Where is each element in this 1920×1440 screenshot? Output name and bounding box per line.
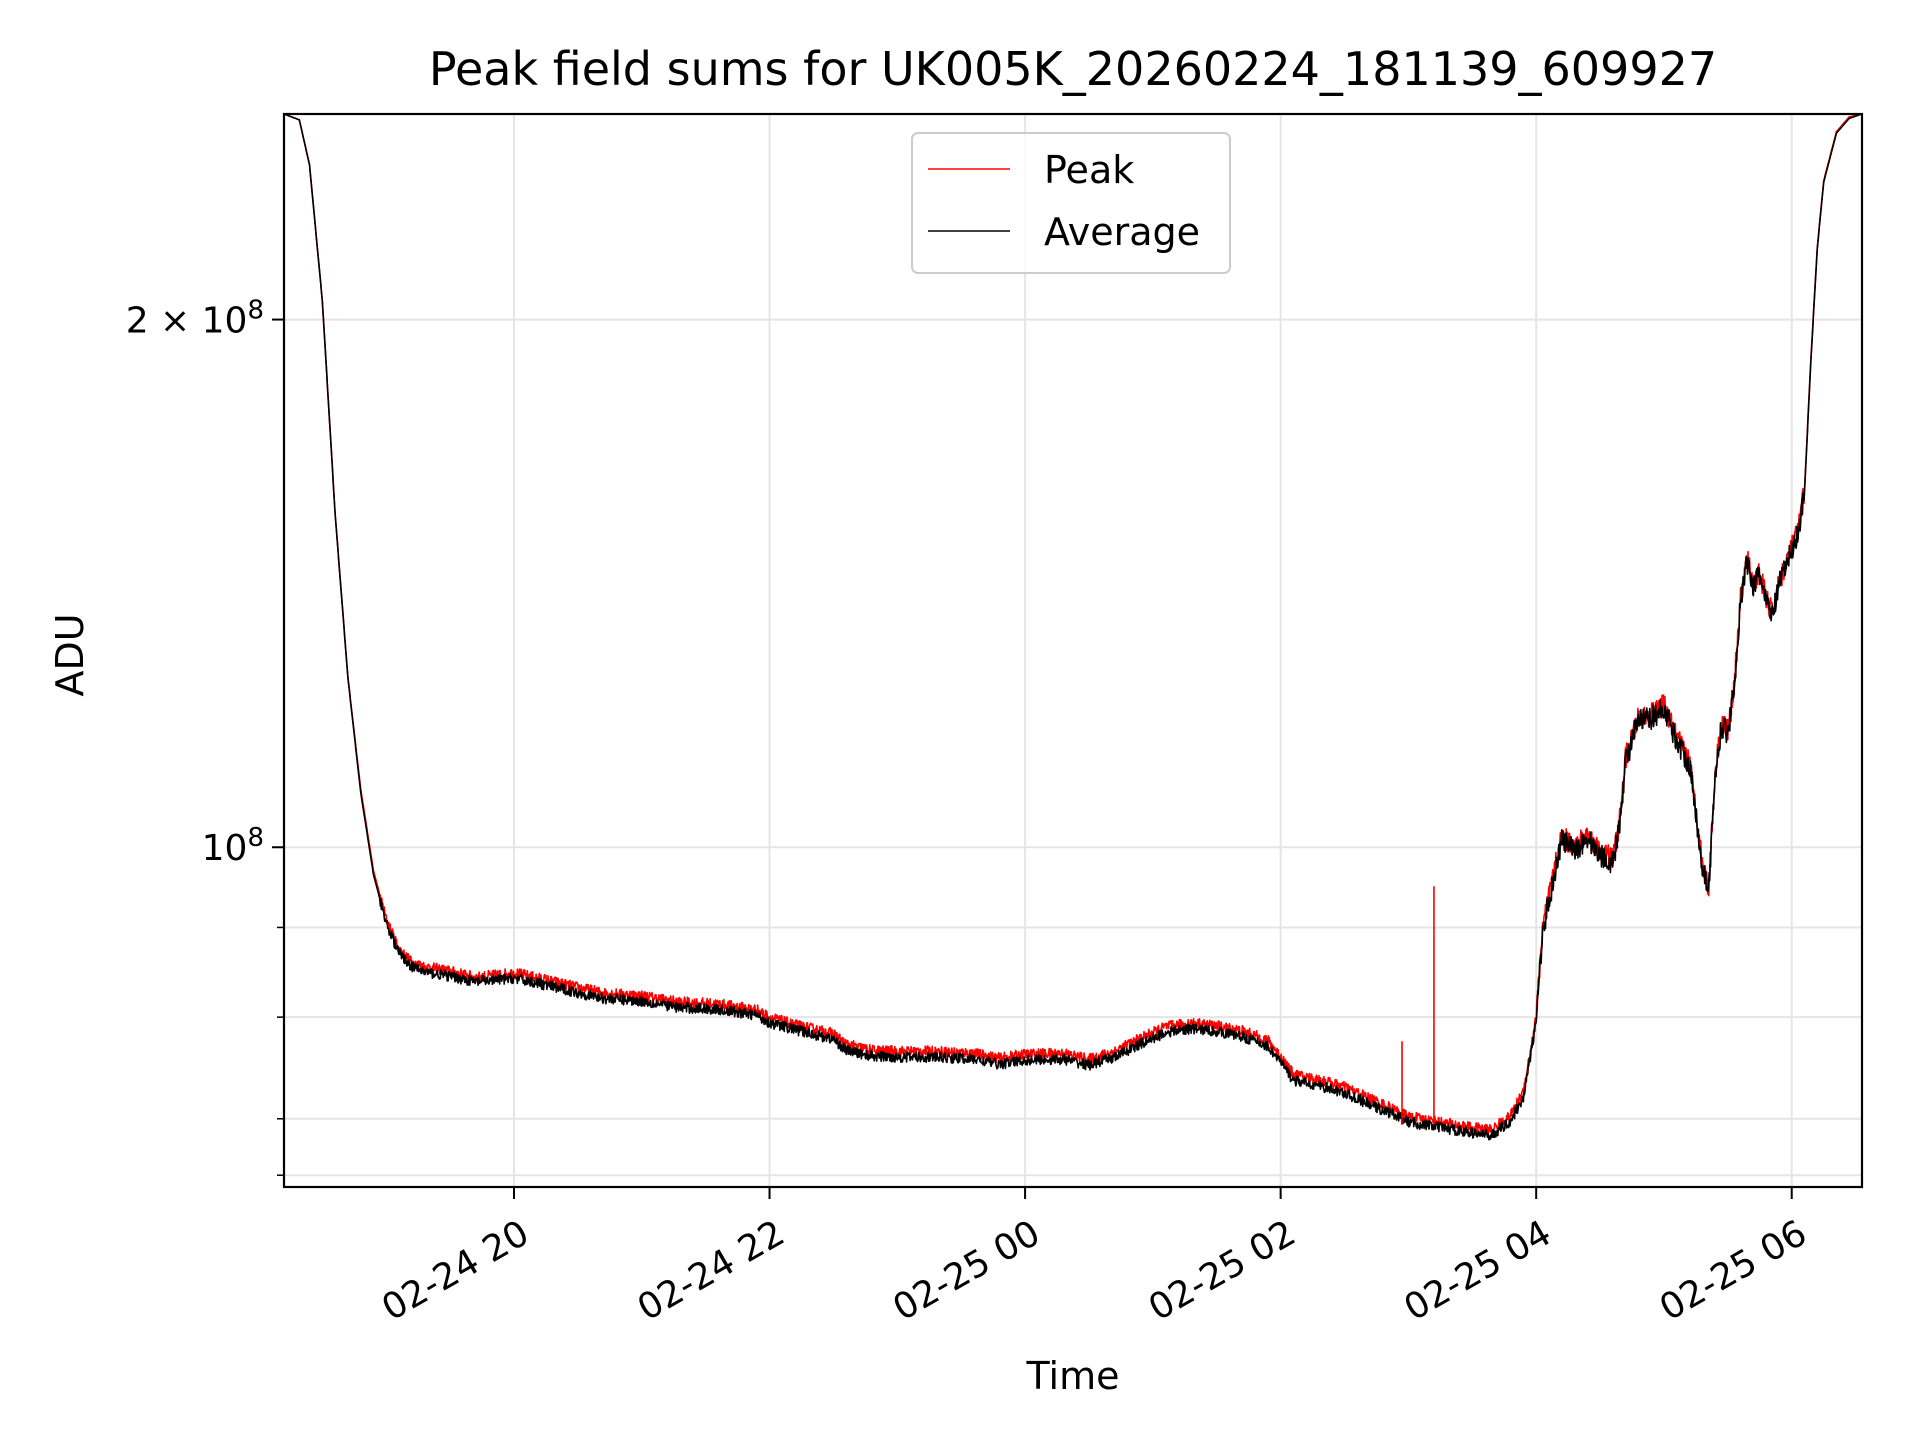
- y-tick-label: 108: [202, 823, 264, 869]
- plot-frame: [282, 112, 1864, 1189]
- y-axis: 108 2 × 108: [126, 296, 284, 1176]
- legend-peak-label: Peak: [1044, 148, 1134, 192]
- chart-title: Peak field sums for UK005K_20260224_1811…: [429, 42, 1717, 96]
- legend-average-label: Average: [1044, 210, 1200, 254]
- y-axis-label: ADU: [48, 613, 92, 696]
- series-line-average: [284, 114, 1862, 1141]
- x-axis-label: Time: [1026, 1354, 1120, 1398]
- legend: Peak Average: [911, 132, 1231, 274]
- legend-box: [911, 132, 1231, 274]
- y-tick-label: 2 × 108: [126, 296, 264, 342]
- plot-area: [284, 114, 1862, 1141]
